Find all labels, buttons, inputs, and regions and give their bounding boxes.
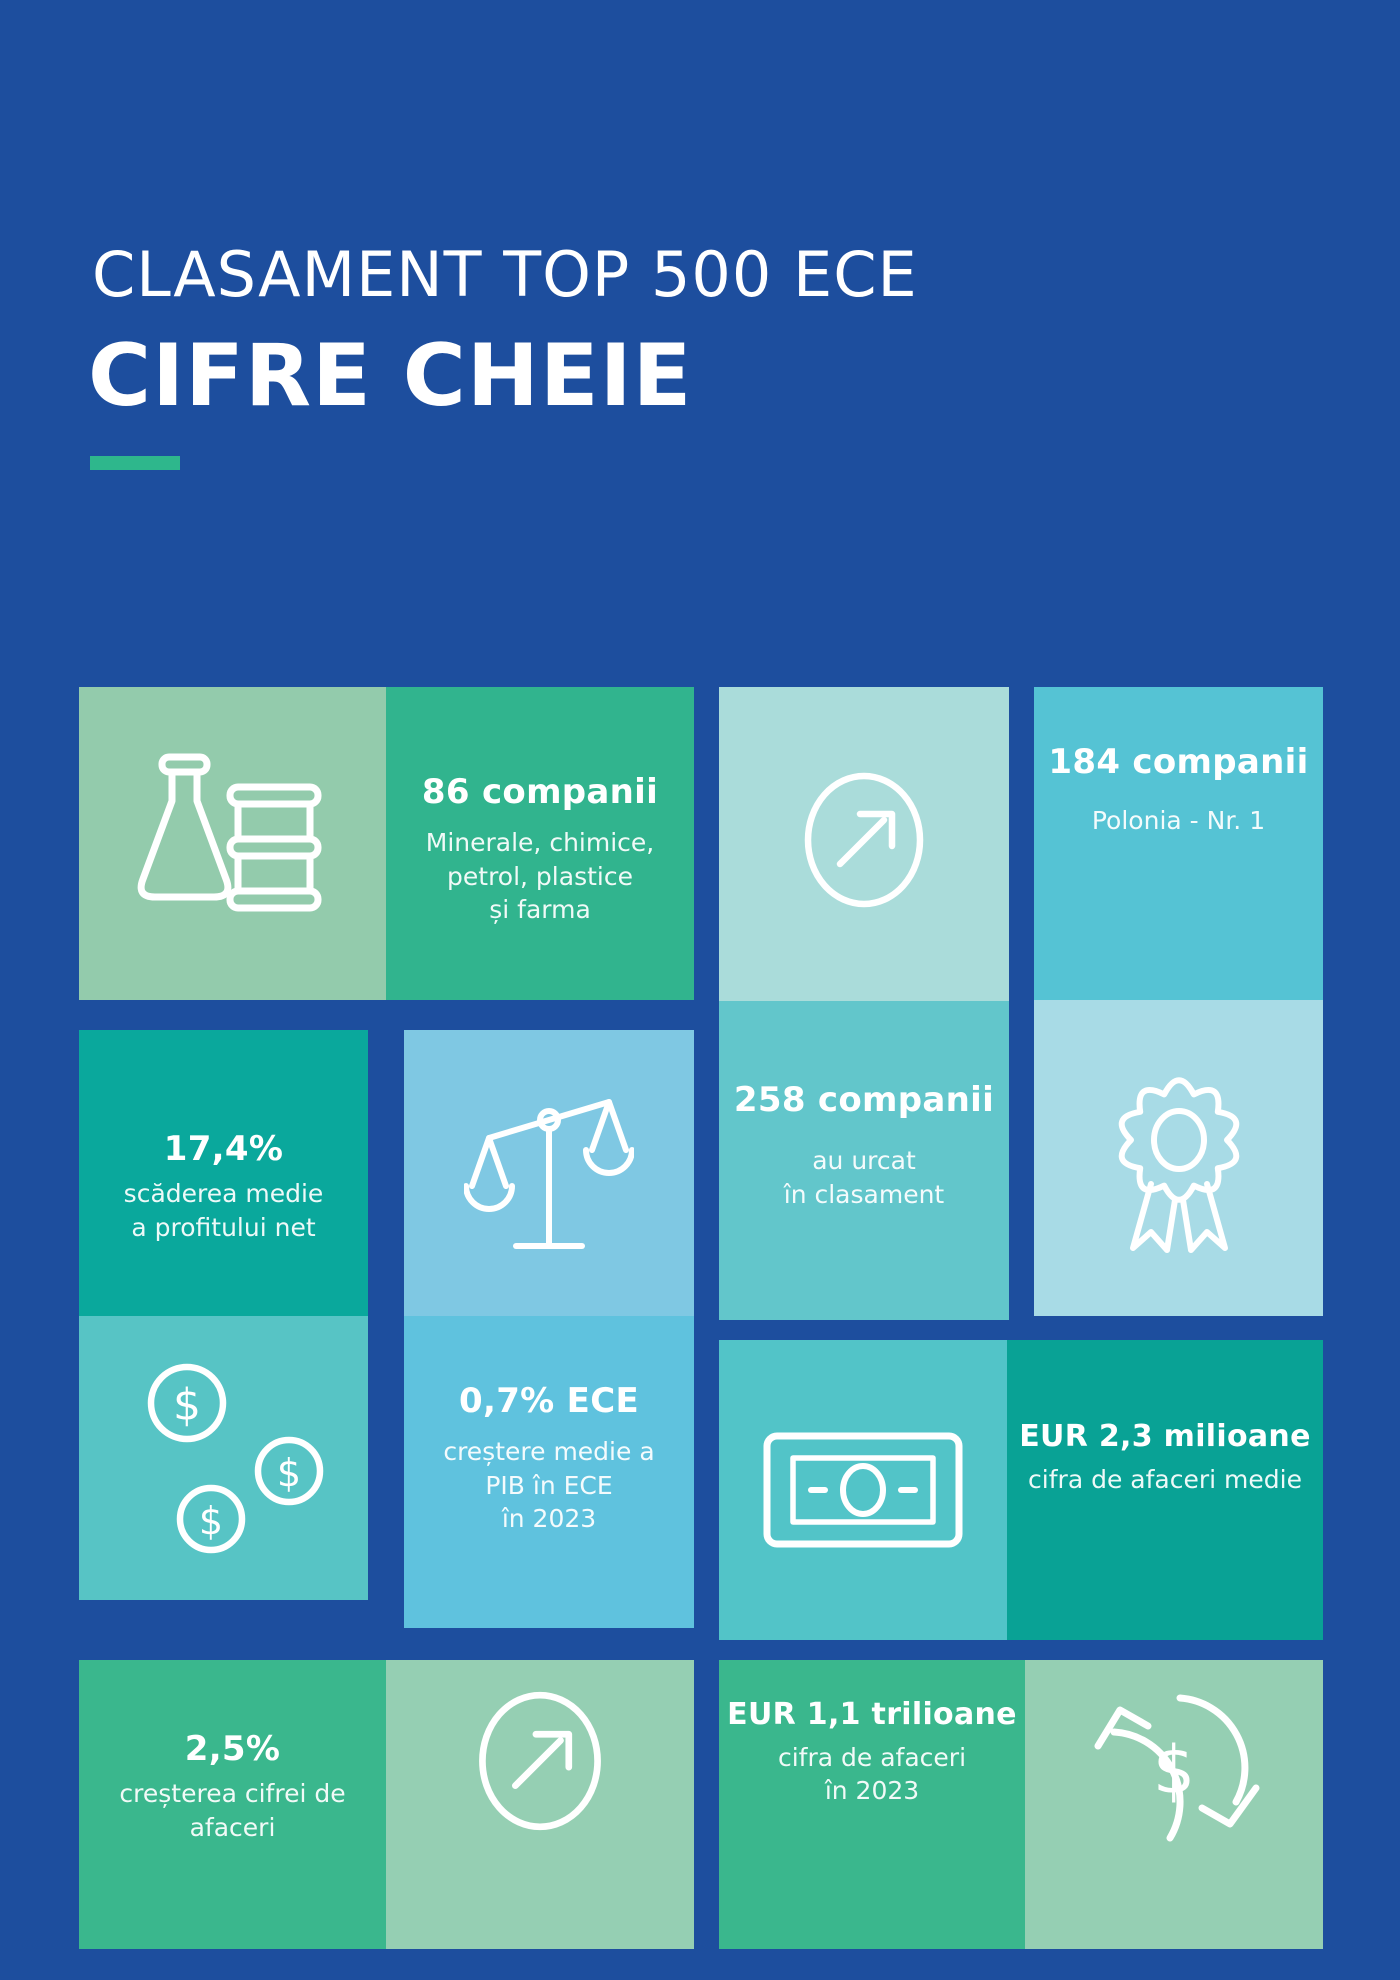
- sectors-stat-tile: 86 companii Minerale, chimice, petrol, p…: [386, 687, 694, 1000]
- banknote-icon-tile: [719, 1340, 1007, 1640]
- poland-icon-tile: [719, 687, 1009, 1001]
- profit-stat-tile: 17,4% scăderea medie a profitului net: [79, 1030, 368, 1316]
- poland-stat-tile: 184 companii Polonia - Nr. 1: [1034, 687, 1323, 1000]
- climbers-line: în clasament: [783, 1179, 945, 1209]
- profit-line: scăderea medie: [123, 1179, 324, 1209]
- balance-scales-icon: [404, 1078, 694, 1268]
- dollar-glyph: $: [173, 1380, 201, 1431]
- dollar-glyph: $: [198, 1499, 222, 1543]
- avg-turnover-value: EUR 2,3 milioane: [1019, 1419, 1311, 1454]
- growth-line: creșterea cifrei de: [119, 1779, 346, 1809]
- sectors-line: petrol, plastice: [447, 861, 633, 891]
- arrow-up-circle-icon: [719, 769, 1009, 911]
- flask-and-barrels-icon: [79, 753, 386, 923]
- cycle-icon-tile: $: [1025, 1660, 1323, 1949]
- total-turnover-line: cifra de afaceri: [777, 1742, 967, 1772]
- sectors-value: 86 companii: [421, 772, 659, 812]
- sectors-icon-tile: [79, 687, 386, 1000]
- coins-icon-tile: $ $ $: [79, 1316, 368, 1600]
- sectors-line: și farma: [489, 895, 591, 925]
- dollar-glyph: $: [276, 1451, 300, 1495]
- gdp-value: 0,7% ECE: [459, 1381, 639, 1421]
- page-title-line2: CIFRE CHEIE: [88, 326, 693, 426]
- profit-line: a profitului net: [131, 1212, 316, 1242]
- poland-line: Polonia - Nr. 1: [1091, 806, 1266, 836]
- growth-icon-tile: [386, 1660, 694, 1949]
- gdp-line: în 2023: [501, 1504, 597, 1534]
- profit-value: 17,4%: [163, 1129, 284, 1169]
- growth-value: 2,5%: [184, 1729, 281, 1769]
- climbers-line: au urcat: [812, 1146, 916, 1176]
- growth-stat-tile: 2,5% creșterea cifrei de afaceri: [79, 1660, 386, 1949]
- climbers-stat-tile: 258 companii au urcat în clasament: [719, 1001, 1009, 1320]
- total-turnover-line: în 2023: [824, 1776, 920, 1805]
- total-turnover-value: EUR 1,1 trilioane: [727, 1697, 1017, 1732]
- arrow-up-circle-icon: [386, 1688, 694, 1834]
- award-ribbon-icon: [1034, 1055, 1323, 1265]
- money-cycle-icon: $: [1025, 1678, 1323, 1858]
- award-icon-tile: [1034, 1000, 1323, 1316]
- growth-line: afaceri: [189, 1812, 276, 1842]
- total-turnover-stat-tile: EUR 1,1 trilioane cifra de afaceri în 20…: [719, 1660, 1025, 1949]
- avg-turnover-stat-tile: EUR 2,3 milioane cifra de afaceri medie: [1007, 1340, 1323, 1640]
- gdp-line: creștere medie a: [443, 1437, 655, 1467]
- accent-underline-bar: [90, 456, 180, 470]
- gdp-line: PIB în ECE: [485, 1470, 613, 1500]
- sectors-line: Minerale, chimice,: [425, 828, 655, 858]
- avg-turnover-line: cifra de afaceri medie: [1028, 1464, 1302, 1494]
- climbers-value: 258 companii: [733, 1080, 995, 1120]
- dollar-coins-icon: $ $ $: [79, 1341, 368, 1571]
- page-title-line1: CLASAMENT TOP 500 ECE: [92, 238, 918, 311]
- gdp-stat-tile: 0,7% ECE creștere medie a PIB în ECE în …: [404, 1316, 694, 1628]
- poland-value: 184 companii: [1048, 742, 1309, 782]
- banknote-icon: [719, 1428, 1007, 1552]
- dollar-glyph: $: [1153, 1732, 1195, 1809]
- gdp-icon-tile: [404, 1030, 694, 1316]
